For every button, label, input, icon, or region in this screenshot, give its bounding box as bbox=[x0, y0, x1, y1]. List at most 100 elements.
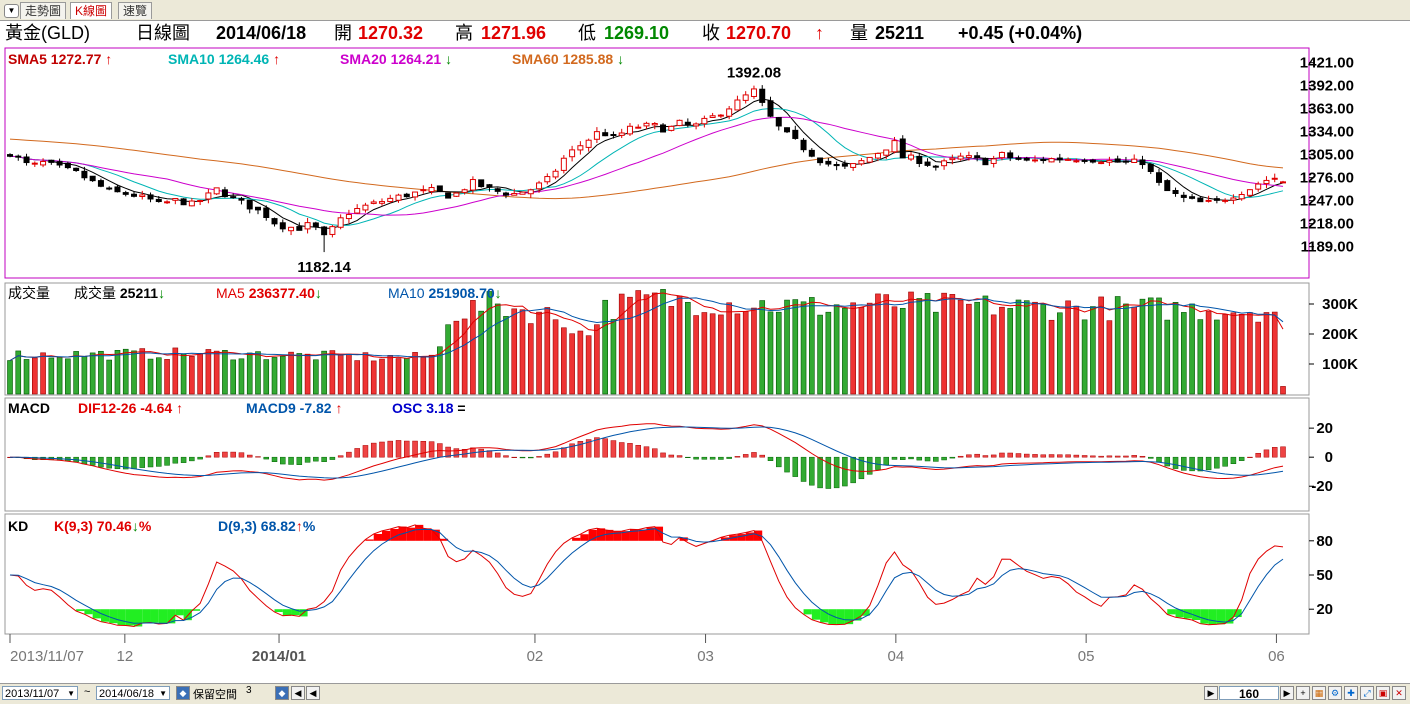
volume-bar bbox=[859, 307, 864, 394]
volume-bar bbox=[487, 291, 492, 394]
macd-osc-bar bbox=[925, 457, 930, 461]
macd-osc-bar bbox=[603, 439, 608, 457]
macd-osc-bar bbox=[909, 457, 914, 459]
volume-bar bbox=[1140, 299, 1145, 394]
volume-bar bbox=[1231, 313, 1236, 394]
candle-body bbox=[950, 158, 955, 159]
volume-bar bbox=[65, 359, 70, 394]
volume-bar bbox=[272, 357, 277, 394]
end-date-select[interactable]: 2014/06/18▼ bbox=[96, 686, 170, 700]
candle-body bbox=[82, 171, 87, 177]
candle-body bbox=[942, 161, 947, 166]
print-icon[interactable]: ▣ bbox=[1376, 686, 1390, 700]
price-panel-frame bbox=[5, 48, 1309, 278]
volume-bar bbox=[942, 293, 947, 394]
candle-body bbox=[90, 176, 95, 180]
candle-body bbox=[1074, 161, 1079, 162]
volume-bar bbox=[1066, 301, 1071, 394]
kline-chart[interactable]: 1421.001392.001363.001334.001305.001276.… bbox=[0, 46, 1410, 683]
candle-body bbox=[148, 195, 153, 199]
kd-overbought-fill bbox=[390, 529, 398, 541]
candle-body bbox=[553, 171, 558, 177]
candle-body bbox=[206, 193, 211, 199]
crosshair-icon[interactable]: ✚ bbox=[1344, 686, 1358, 700]
tab-kline[interactable]: K線圖 bbox=[70, 2, 112, 19]
volume-bar bbox=[1214, 320, 1219, 394]
candle-body bbox=[222, 190, 227, 197]
candle-body bbox=[917, 156, 922, 163]
candle-body bbox=[1281, 182, 1286, 183]
macd-osc-bar bbox=[1264, 450, 1269, 457]
macd-osc-bar bbox=[801, 457, 806, 481]
expand-icon[interactable]: ⤢ bbox=[1360, 686, 1374, 700]
kd-overbought-fill bbox=[365, 539, 373, 540]
volume-bar bbox=[231, 360, 236, 394]
scroll-left-button[interactable]: ◀ bbox=[291, 686, 305, 700]
macd-osc-bar bbox=[818, 457, 823, 488]
price-tick-label: 1276.00 bbox=[1300, 170, 1354, 187]
volume-legend-成交量: 成交量 25211↓ bbox=[74, 285, 165, 301]
settings-icon[interactable]: ⚙ bbox=[1328, 686, 1342, 700]
macd-osc-bar bbox=[140, 457, 145, 467]
scroll-left-end-button[interactable]: ◀ bbox=[306, 686, 320, 700]
macd-osc-bar bbox=[429, 442, 434, 458]
volume-bar bbox=[793, 300, 798, 394]
dropdown-arrow-icon[interactable]: ▼ bbox=[4, 4, 19, 18]
volume-bar bbox=[396, 359, 401, 394]
candle-body bbox=[1140, 160, 1145, 165]
macd-osc-bar bbox=[222, 452, 227, 457]
kd-tick-label: 20 bbox=[1316, 601, 1333, 618]
macd-osc-bar bbox=[842, 457, 847, 486]
macd-osc-bar bbox=[718, 457, 723, 459]
scroll-right-end-button[interactable]: ▶ bbox=[1204, 686, 1218, 700]
kd-oversold-fill bbox=[1233, 609, 1241, 617]
date-tick-label: 05 bbox=[1078, 648, 1095, 665]
candle-body bbox=[98, 181, 103, 187]
macd-osc-bar bbox=[677, 456, 682, 458]
candle-body bbox=[702, 118, 707, 123]
volume-bar bbox=[586, 336, 591, 394]
calendar-icon[interactable]: ▦ bbox=[1312, 686, 1326, 700]
start-date-select[interactable]: 2013/11/07▼ bbox=[2, 686, 78, 700]
volume-bar bbox=[1033, 302, 1038, 394]
low-label: 低 bbox=[578, 21, 596, 46]
kd-oversold-fill bbox=[142, 609, 150, 623]
candle-body bbox=[255, 207, 260, 210]
candle-body bbox=[793, 130, 798, 138]
macd-osc-bar bbox=[1157, 457, 1162, 462]
close-icon[interactable]: ✕ bbox=[1392, 686, 1406, 700]
kd-oversold-fill bbox=[275, 609, 283, 612]
macd-osc-bar bbox=[1223, 457, 1228, 466]
zoom-in-icon[interactable]: + bbox=[1296, 686, 1310, 700]
macd-osc-bar bbox=[561, 448, 566, 458]
legend-arrow-icon: ↓ bbox=[617, 51, 624, 67]
bar-count-field[interactable]: 160 bbox=[1219, 686, 1279, 700]
tab-trend[interactable]: 走勢圖 bbox=[20, 2, 66, 19]
tab-quickview[interactable]: 速覽 bbox=[118, 2, 152, 19]
high-value: 1271.96 bbox=[481, 21, 546, 46]
scroll-right-button[interactable]: ▶ bbox=[1280, 686, 1294, 700]
candle-body bbox=[239, 199, 244, 200]
volume-bar bbox=[570, 334, 575, 394]
volume-panel: 300K200K100K 成交量成交量 25211↓MA5 236377.40↓… bbox=[5, 283, 1358, 395]
candle-body bbox=[322, 227, 327, 235]
close-value: 1270.70 bbox=[726, 21, 791, 46]
candle-body bbox=[198, 201, 203, 202]
volume-bar bbox=[123, 349, 128, 394]
macd-osc-bar bbox=[1115, 456, 1120, 457]
kd-tick-label: 50 bbox=[1316, 567, 1333, 584]
zoom-icon[interactable]: ◆ bbox=[275, 686, 289, 700]
volume-bar bbox=[1057, 313, 1062, 394]
kd-overbought-fill bbox=[580, 534, 588, 541]
macd-osc-bar bbox=[694, 457, 699, 459]
apply-range-icon[interactable]: ◆ bbox=[176, 686, 190, 700]
macd-osc-bar bbox=[669, 455, 674, 457]
kd-oversold-fill bbox=[76, 609, 84, 611]
macd-osc-bar bbox=[776, 457, 781, 467]
volume-bar bbox=[1016, 300, 1021, 394]
kd-oversold-fill bbox=[117, 609, 125, 625]
candle-body bbox=[818, 158, 823, 163]
volume-legend-value: 236377.40 bbox=[249, 285, 315, 301]
volume-bar bbox=[289, 352, 294, 394]
